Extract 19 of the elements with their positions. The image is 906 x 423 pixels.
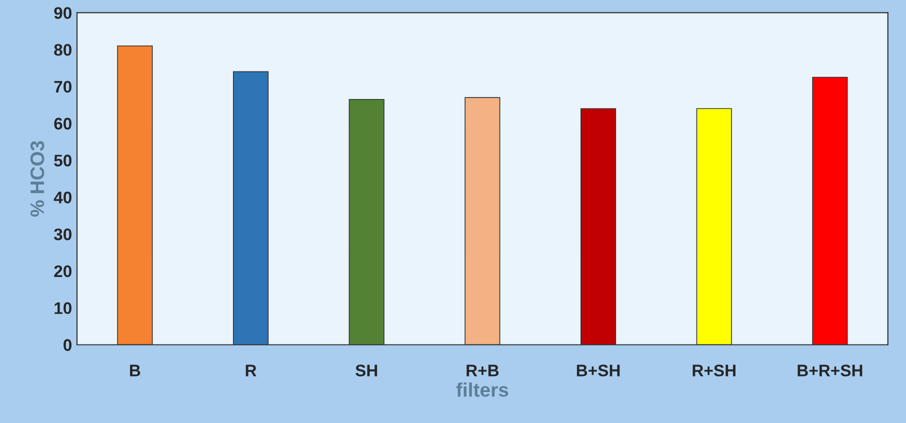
x-tick-label: B <box>130 364 140 376</box>
y-tick-label: 40 <box>54 192 72 204</box>
y-tick-label: 70 <box>54 80 72 93</box>
x-tick-label: SH <box>356 364 378 376</box>
y-tick-label: 30 <box>54 228 72 240</box>
x-axis-title: filters <box>456 382 508 397</box>
x-tick-label: B+R+SH <box>798 364 862 376</box>
y-tick-label: 80 <box>54 44 72 56</box>
y-tick-label: 0 <box>64 339 72 351</box>
x-tick-label: R <box>246 364 256 376</box>
y-tick-label: 90 <box>54 7 72 19</box>
x-tick-label: R+B <box>466 364 499 376</box>
y-axis-title: % HCO3 <box>30 141 44 217</box>
y-tick-label: 50 <box>54 154 72 166</box>
y-tick-label: 60 <box>54 118 72 130</box>
y-tick-label: 20 <box>54 265 72 278</box>
x-tick-label: B+SH <box>576 364 620 376</box>
x-tick-label: R+SH <box>692 364 736 376</box>
y-tick-label: 10 <box>54 302 72 314</box>
